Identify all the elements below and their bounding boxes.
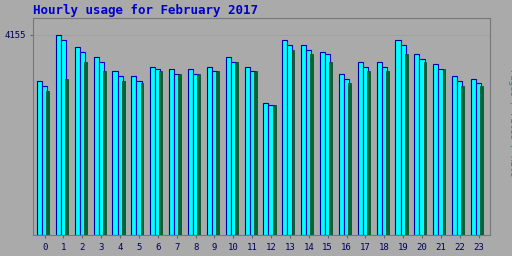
Bar bbox=[122, 81, 124, 235]
Bar bbox=[150, 67, 155, 235]
Bar bbox=[84, 62, 87, 235]
Bar bbox=[273, 105, 275, 235]
Bar bbox=[263, 103, 268, 235]
Bar bbox=[358, 62, 363, 235]
Bar bbox=[301, 45, 306, 235]
Bar bbox=[419, 59, 424, 235]
Bar bbox=[395, 40, 400, 235]
Bar bbox=[339, 74, 344, 235]
Bar bbox=[400, 45, 406, 235]
Bar bbox=[193, 74, 198, 235]
Bar bbox=[363, 67, 368, 235]
Bar bbox=[476, 83, 481, 235]
Bar bbox=[178, 74, 181, 235]
Bar bbox=[131, 76, 136, 235]
Bar bbox=[367, 71, 370, 235]
Bar bbox=[382, 67, 387, 235]
Bar bbox=[169, 69, 174, 235]
Bar bbox=[65, 79, 68, 235]
Bar bbox=[457, 81, 462, 235]
Bar bbox=[438, 69, 443, 235]
Bar bbox=[291, 50, 294, 235]
Bar bbox=[471, 79, 476, 235]
Bar bbox=[405, 55, 408, 235]
Bar bbox=[226, 57, 231, 235]
Bar bbox=[216, 71, 219, 235]
Bar bbox=[103, 71, 105, 235]
Bar bbox=[344, 79, 349, 235]
Bar bbox=[155, 69, 160, 235]
Bar bbox=[282, 40, 287, 235]
Bar bbox=[212, 71, 217, 235]
Text: Pages / Files / Hits: Pages / Files / Hits bbox=[508, 69, 512, 177]
Bar bbox=[433, 64, 438, 235]
Bar bbox=[75, 47, 80, 235]
Bar bbox=[42, 86, 47, 235]
Text: Hourly usage for February 2017: Hourly usage for February 2017 bbox=[33, 4, 259, 17]
Bar bbox=[94, 57, 99, 235]
Bar bbox=[320, 52, 325, 235]
Bar bbox=[188, 69, 193, 235]
Bar bbox=[386, 71, 389, 235]
Bar bbox=[329, 62, 332, 235]
Bar bbox=[452, 76, 457, 235]
Bar bbox=[160, 71, 162, 235]
Bar bbox=[80, 52, 85, 235]
Bar bbox=[377, 62, 382, 235]
Bar bbox=[414, 55, 419, 235]
Bar bbox=[287, 45, 292, 235]
Bar bbox=[461, 86, 464, 235]
Bar bbox=[231, 62, 236, 235]
Bar bbox=[37, 81, 42, 235]
Bar bbox=[46, 91, 49, 235]
Bar bbox=[197, 74, 200, 235]
Bar bbox=[56, 35, 61, 235]
Bar bbox=[254, 71, 257, 235]
Bar bbox=[250, 71, 255, 235]
Bar bbox=[325, 55, 330, 235]
Bar bbox=[207, 67, 212, 235]
Bar bbox=[423, 62, 426, 235]
Bar bbox=[442, 69, 445, 235]
Bar bbox=[99, 62, 104, 235]
Bar bbox=[480, 86, 483, 235]
Bar bbox=[348, 83, 351, 235]
Bar bbox=[113, 71, 118, 235]
Bar bbox=[306, 50, 311, 235]
Bar bbox=[174, 74, 179, 235]
Bar bbox=[310, 55, 313, 235]
Bar bbox=[268, 105, 273, 235]
Bar bbox=[245, 67, 250, 235]
Bar bbox=[118, 76, 123, 235]
Bar bbox=[235, 62, 238, 235]
Bar bbox=[141, 83, 143, 235]
Bar bbox=[61, 40, 66, 235]
Bar bbox=[136, 81, 141, 235]
